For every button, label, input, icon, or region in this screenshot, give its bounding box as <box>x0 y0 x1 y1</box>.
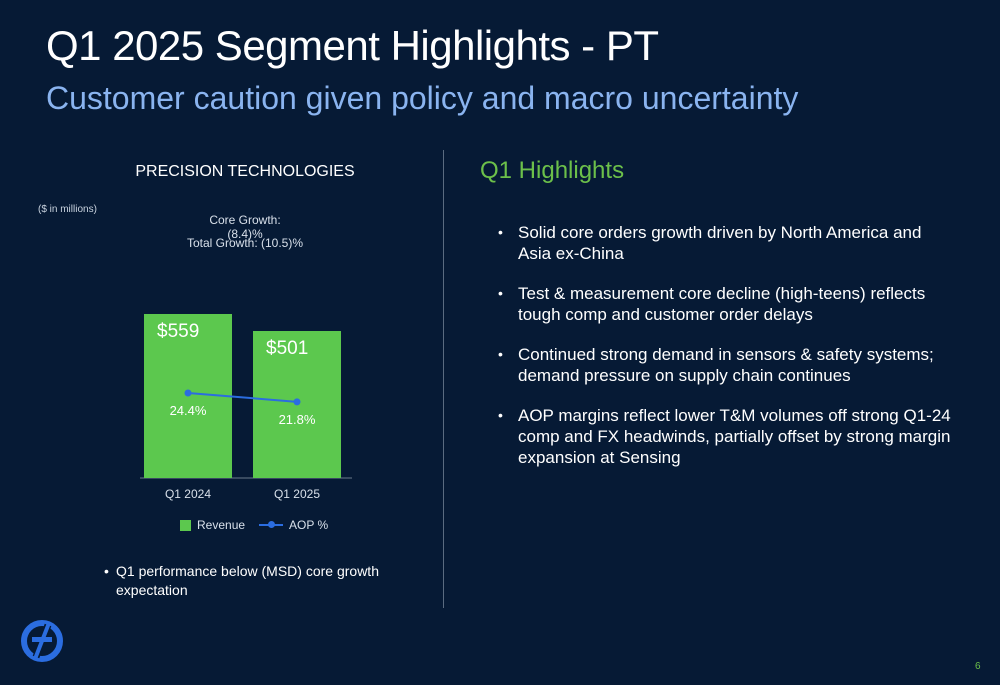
revenue-data-label: $559 <box>157 321 199 342</box>
x-tick-label: Q1 2025 <box>274 487 320 501</box>
aop-data-label: 24.4% <box>170 403 207 418</box>
segment-title: PRECISION TECHNOLOGIES <box>135 163 355 180</box>
column-divider <box>443 150 444 608</box>
bullet-dot: • <box>104 563 109 579</box>
highlight-text: Solid core orders growth driven by North… <box>518 223 922 263</box>
core-growth-label: Core Growth: (8.4)% <box>209 213 281 241</box>
highlight-text: AOP margins reflect lower T&M volumes of… <box>518 406 951 467</box>
aop-line <box>187 392 298 403</box>
x-tick-label: Q1 2024 <box>165 487 211 501</box>
bullet-dot: • <box>498 224 503 240</box>
bullet-dot: • <box>498 285 503 301</box>
performance-note-text: Q1 performance below (MSD) core growth e… <box>116 563 379 598</box>
highlight-item: • AOP margins reflect lower T&M volumes o… <box>498 405 953 468</box>
aop-point <box>293 398 301 406</box>
total-growth-label: Total Growth: (10.5)% <box>186 236 304 250</box>
page-number: 6 <box>975 661 981 672</box>
aop-data-label: 21.8% <box>279 412 316 427</box>
chart-legend: Revenue AOP % <box>180 518 328 532</box>
revenue-data-label: $501 <box>266 338 308 359</box>
highlights-title: Q1 Highlights <box>480 157 625 184</box>
page-title: Q1 2025 Segment Highlights - PT <box>46 22 659 69</box>
highlight-text: Test & measurement core decline (high-te… <box>518 284 926 324</box>
highlight-item: • Continued strong demand in sensors & sa… <box>498 344 953 386</box>
performance-note: • Q1 performance below (MSD) core growth… <box>104 562 404 600</box>
legend-label-revenue: Revenue <box>197 518 246 532</box>
highlight-text: Continued strong demand in sensors & saf… <box>518 345 934 385</box>
aop-point <box>184 389 192 397</box>
bullet-dot: • <box>498 407 503 423</box>
highlight-item: • Solid core orders growth driven by Nort… <box>498 222 953 264</box>
bullet-dot: • <box>498 346 503 362</box>
highlight-item: • Test & measurement core decline (high-t… <box>498 283 953 325</box>
legend-item-aop: AOP % <box>259 518 328 532</box>
revenue-swatch <box>180 519 191 531</box>
page-subtitle: Customer caution given policy and macro … <box>46 80 799 116</box>
legend-item-revenue: Revenue <box>180 518 245 532</box>
aop-line-swatch <box>259 519 284 531</box>
legend-label-aop: AOP % <box>289 518 329 532</box>
revenue-aop-chart: $559 Q1 2024 $501 Q1 2025 24.4% 21.8% <box>140 313 352 501</box>
highlights-list: • Solid core orders growth driven by Nort… <box>498 222 953 487</box>
company-logo-icon <box>20 615 64 672</box>
units-note: ($ in millions) <box>38 204 97 215</box>
